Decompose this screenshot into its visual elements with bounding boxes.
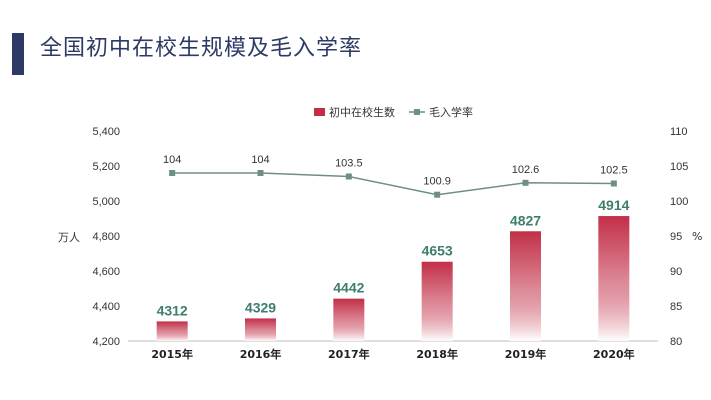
bar-value-label: 4442 bbox=[333, 280, 364, 296]
title-accent-bar bbox=[12, 33, 24, 75]
y-tick-label: 4,200 bbox=[92, 336, 120, 348]
y2-tick-label: 90 bbox=[670, 266, 682, 278]
bar bbox=[156, 321, 188, 341]
x-tick-label: 2016年 bbox=[240, 347, 282, 361]
line-point bbox=[434, 191, 441, 198]
bar bbox=[333, 298, 365, 341]
bar-value-label: 4312 bbox=[157, 302, 188, 318]
y2-tick-label: 80 bbox=[670, 336, 682, 348]
line-value-label: 104 bbox=[251, 154, 269, 166]
bar bbox=[245, 318, 276, 341]
line-value-label: 102.5 bbox=[600, 165, 628, 177]
y2-tick-label: 105 bbox=[670, 161, 688, 173]
y-tick-label: 4,600 bbox=[92, 266, 120, 278]
x-tick-label: 2018年 bbox=[416, 347, 458, 361]
line-point bbox=[345, 173, 352, 180]
y-axis-label: 万人 bbox=[58, 231, 80, 244]
legend-line-marker bbox=[414, 109, 420, 115]
line-value-label: 104 bbox=[163, 154, 181, 166]
x-tick-label: 2020年 bbox=[593, 347, 635, 361]
y-tick-label: 5,200 bbox=[92, 161, 120, 173]
line-point bbox=[610, 180, 617, 187]
bar bbox=[421, 261, 453, 341]
y2-axis-label: % bbox=[692, 230, 702, 243]
bar bbox=[598, 216, 630, 341]
y2-tick-label: 100 bbox=[670, 196, 688, 208]
x-tick-label: 2015年 bbox=[151, 347, 193, 361]
bar-value-label: 4827 bbox=[510, 212, 541, 228]
page-title: 全国初中在校生规模及毛入学率 bbox=[40, 36, 363, 61]
y-tick-label: 5,000 bbox=[92, 196, 120, 208]
line-value-label: 103.5 bbox=[335, 158, 363, 170]
legend-bar-label: 初中在校生数 bbox=[329, 105, 395, 119]
line-value-label: 102.6 bbox=[512, 164, 540, 176]
legend-bar-swatch bbox=[314, 108, 325, 116]
bar-value-label: 4914 bbox=[598, 197, 629, 213]
y-tick-label: 4,400 bbox=[92, 301, 120, 313]
bar bbox=[510, 231, 541, 341]
line-point bbox=[522, 179, 529, 186]
y2-tick-label: 110 bbox=[670, 126, 688, 138]
y2-tick-label: 95 bbox=[670, 231, 682, 243]
y-tick-label: 5,400 bbox=[92, 126, 120, 138]
bar-value-label: 4653 bbox=[422, 243, 453, 259]
x-tick-label: 2017年 bbox=[328, 347, 370, 361]
line-series bbox=[172, 172, 614, 196]
line-point bbox=[257, 170, 264, 176]
line-value-label: 100.9 bbox=[423, 176, 451, 188]
y2-tick-label: 85 bbox=[670, 301, 682, 313]
line-point bbox=[169, 170, 176, 176]
x-tick-label: 2019年 bbox=[505, 347, 547, 361]
bar-value-label: 4329 bbox=[245, 299, 276, 315]
y-tick-label: 4,800 bbox=[92, 231, 120, 243]
legend-line-label: 毛入学率 bbox=[429, 105, 473, 119]
